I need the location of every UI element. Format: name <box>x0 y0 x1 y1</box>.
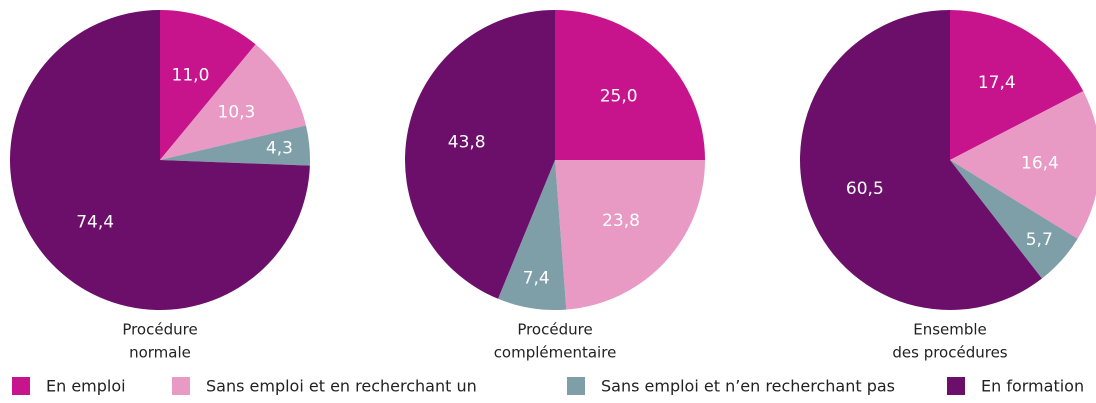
data-label: 10,3 <box>218 102 256 122</box>
legend-label: En formation <box>981 377 1084 396</box>
legend-swatch <box>172 377 190 395</box>
pie-caption: des procédures <box>892 344 1007 362</box>
legend-label: Sans emploi et en recherchant un <box>206 377 477 396</box>
pie-slice <box>555 10 705 160</box>
legend-label: En emploi <box>46 377 126 396</box>
pie-caption: complémentaire <box>494 344 617 362</box>
data-label: 11,0 <box>172 65 210 85</box>
data-label: 43,8 <box>448 133 486 153</box>
pie-caption: Procédure <box>517 321 592 339</box>
data-label: 23,8 <box>602 211 640 231</box>
data-label: 16,4 <box>1021 153 1059 173</box>
pie-slice <box>405 10 555 299</box>
legend-swatch <box>567 377 585 395</box>
pie-slice <box>950 91 1096 239</box>
data-label: 7,4 <box>523 269 550 289</box>
pie-slice <box>950 160 1078 279</box>
pie-slice <box>160 10 256 160</box>
pie-slice <box>498 160 567 310</box>
pie-slice <box>10 10 310 310</box>
legend-label: Sans emploi et n’en recherchant pas <box>601 377 895 396</box>
pie-caption: Ensemble <box>913 321 987 339</box>
data-label: 4,3 <box>266 138 293 158</box>
pie-slice <box>799 10 1042 311</box>
data-label: 60,5 <box>846 179 884 199</box>
pie-caption: Procédure <box>122 321 197 339</box>
data-label: 5,7 <box>1026 230 1053 250</box>
data-label: 25,0 <box>600 86 638 106</box>
pie-slice <box>950 10 1084 160</box>
pie-slice <box>555 160 705 310</box>
legend-swatch <box>947 377 965 395</box>
pie-slice <box>160 44 306 160</box>
legend-swatch <box>12 377 30 395</box>
pie-caption: normale <box>129 344 191 362</box>
data-label: 74,4 <box>76 212 114 232</box>
pie-slice <box>160 125 311 166</box>
data-label: 17,4 <box>978 73 1016 93</box>
